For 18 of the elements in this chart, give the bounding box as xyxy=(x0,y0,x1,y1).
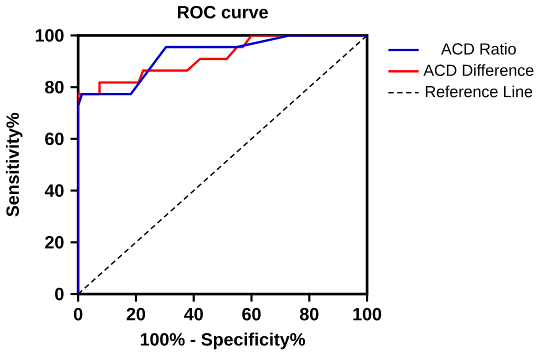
x-tick-label: 80 xyxy=(300,308,318,320)
y-tick-label: 20 xyxy=(45,236,64,249)
legend-label: Reference Line xyxy=(426,86,532,98)
x-tick-label: 0 xyxy=(74,308,82,320)
x-axis-title: 100% - Specificity% xyxy=(140,332,306,350)
x-tick-label: 20 xyxy=(126,308,146,320)
chart-title: ROC curve xyxy=(178,6,268,18)
y-tick-label: 100 xyxy=(36,29,64,42)
legend-label: ACD Ratio xyxy=(441,42,516,55)
y-tick-label: 80 xyxy=(45,80,64,94)
y-tick-label: 0 xyxy=(55,288,64,300)
x-tick-label: 100 xyxy=(353,308,382,320)
x-tick-label: 60 xyxy=(242,308,261,320)
x-tick-label: 40 xyxy=(184,308,203,320)
y-tick-label: 60 xyxy=(45,132,64,146)
legend-label: ACD Difference xyxy=(423,64,534,76)
y-axis-title: Sensitivity% xyxy=(6,112,22,216)
y-tick-label: 40 xyxy=(44,184,64,197)
